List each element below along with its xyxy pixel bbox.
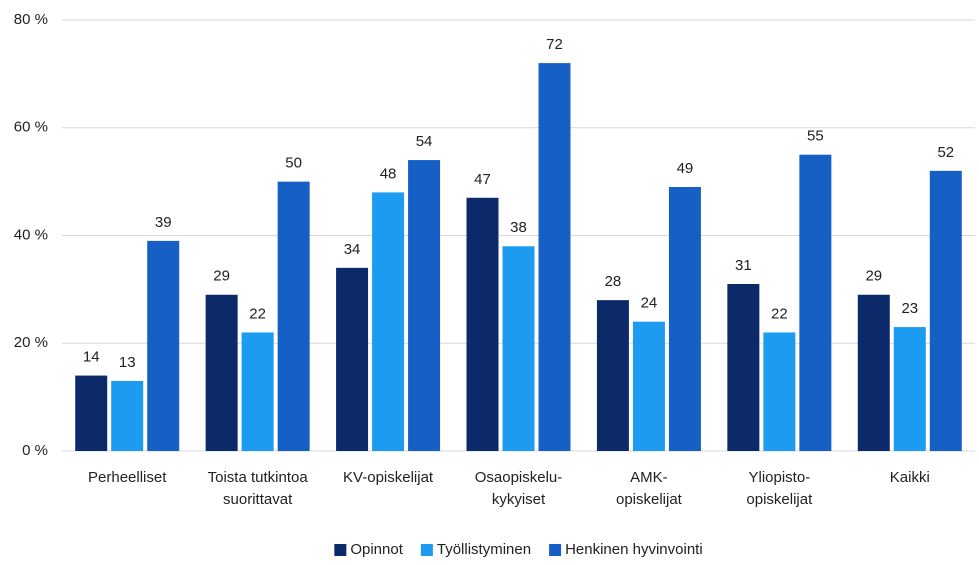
value-label: 52	[937, 144, 954, 161]
value-label: 50	[285, 155, 302, 172]
legend-label: Opinnot	[350, 541, 403, 558]
bar	[727, 283, 760, 451]
x-tick-label: Kaikki	[890, 469, 930, 486]
bar	[538, 63, 571, 451]
value-label: 55	[807, 128, 824, 145]
x-tick-label: Toista tutkintoa suorittavat	[208, 469, 309, 508]
y-tick-label: 0 %	[22, 442, 48, 459]
value-label: 47	[474, 171, 491, 188]
value-label: 23	[901, 300, 918, 317]
bar	[502, 246, 535, 451]
bar	[668, 187, 701, 451]
bar	[372, 192, 405, 451]
value-label: 29	[213, 268, 230, 285]
y-tick-label: 20 %	[14, 334, 48, 351]
value-label: 38	[510, 219, 527, 236]
bar	[466, 197, 499, 451]
bar	[241, 332, 274, 451]
x-tick-label: Osaopiskelu-kykyiset	[475, 469, 563, 508]
value-label: 13	[119, 354, 136, 371]
x-tick-label: Yliopisto-opiskelijat	[746, 469, 813, 508]
legend-label: Henkinen hyvinvointi	[565, 541, 703, 558]
legend-swatch	[420, 544, 433, 556]
value-label: 29	[865, 268, 882, 285]
bar	[632, 321, 665, 451]
bar	[147, 240, 180, 451]
value-label: 22	[771, 305, 788, 322]
value-label: 72	[546, 36, 563, 53]
bar	[336, 267, 369, 451]
value-label: 28	[605, 273, 622, 290]
bar	[75, 375, 108, 451]
y-tick-label: 80 %	[14, 11, 48, 28]
legend-swatch	[334, 544, 347, 556]
bar	[205, 294, 238, 451]
value-label: 48	[380, 165, 397, 182]
value-label: 34	[344, 241, 361, 258]
value-label: 31	[735, 257, 752, 274]
bar	[929, 170, 962, 451]
value-label: 14	[83, 349, 100, 366]
bar	[799, 154, 832, 451]
value-label: 49	[677, 160, 694, 177]
bar	[408, 160, 441, 451]
bar	[893, 327, 926, 451]
bar	[596, 300, 629, 451]
x-tick-label: AMK-opiskelijat	[616, 469, 683, 508]
bar	[857, 294, 890, 451]
y-tick-label: 40 %	[14, 226, 48, 243]
value-label: 22	[249, 305, 266, 322]
bar	[277, 181, 310, 451]
value-label: 39	[155, 214, 172, 231]
bar	[111, 380, 144, 451]
y-tick-label: 60 %	[14, 119, 48, 136]
x-tick-label: Perheelliset	[88, 469, 167, 486]
value-label: 24	[641, 295, 658, 312]
value-label: 54	[416, 133, 433, 150]
legend-label: Työllistyminen	[437, 541, 531, 558]
x-tick-label: KV-opiskelijat	[343, 469, 434, 486]
legend-swatch	[549, 544, 562, 556]
bar	[763, 332, 796, 451]
